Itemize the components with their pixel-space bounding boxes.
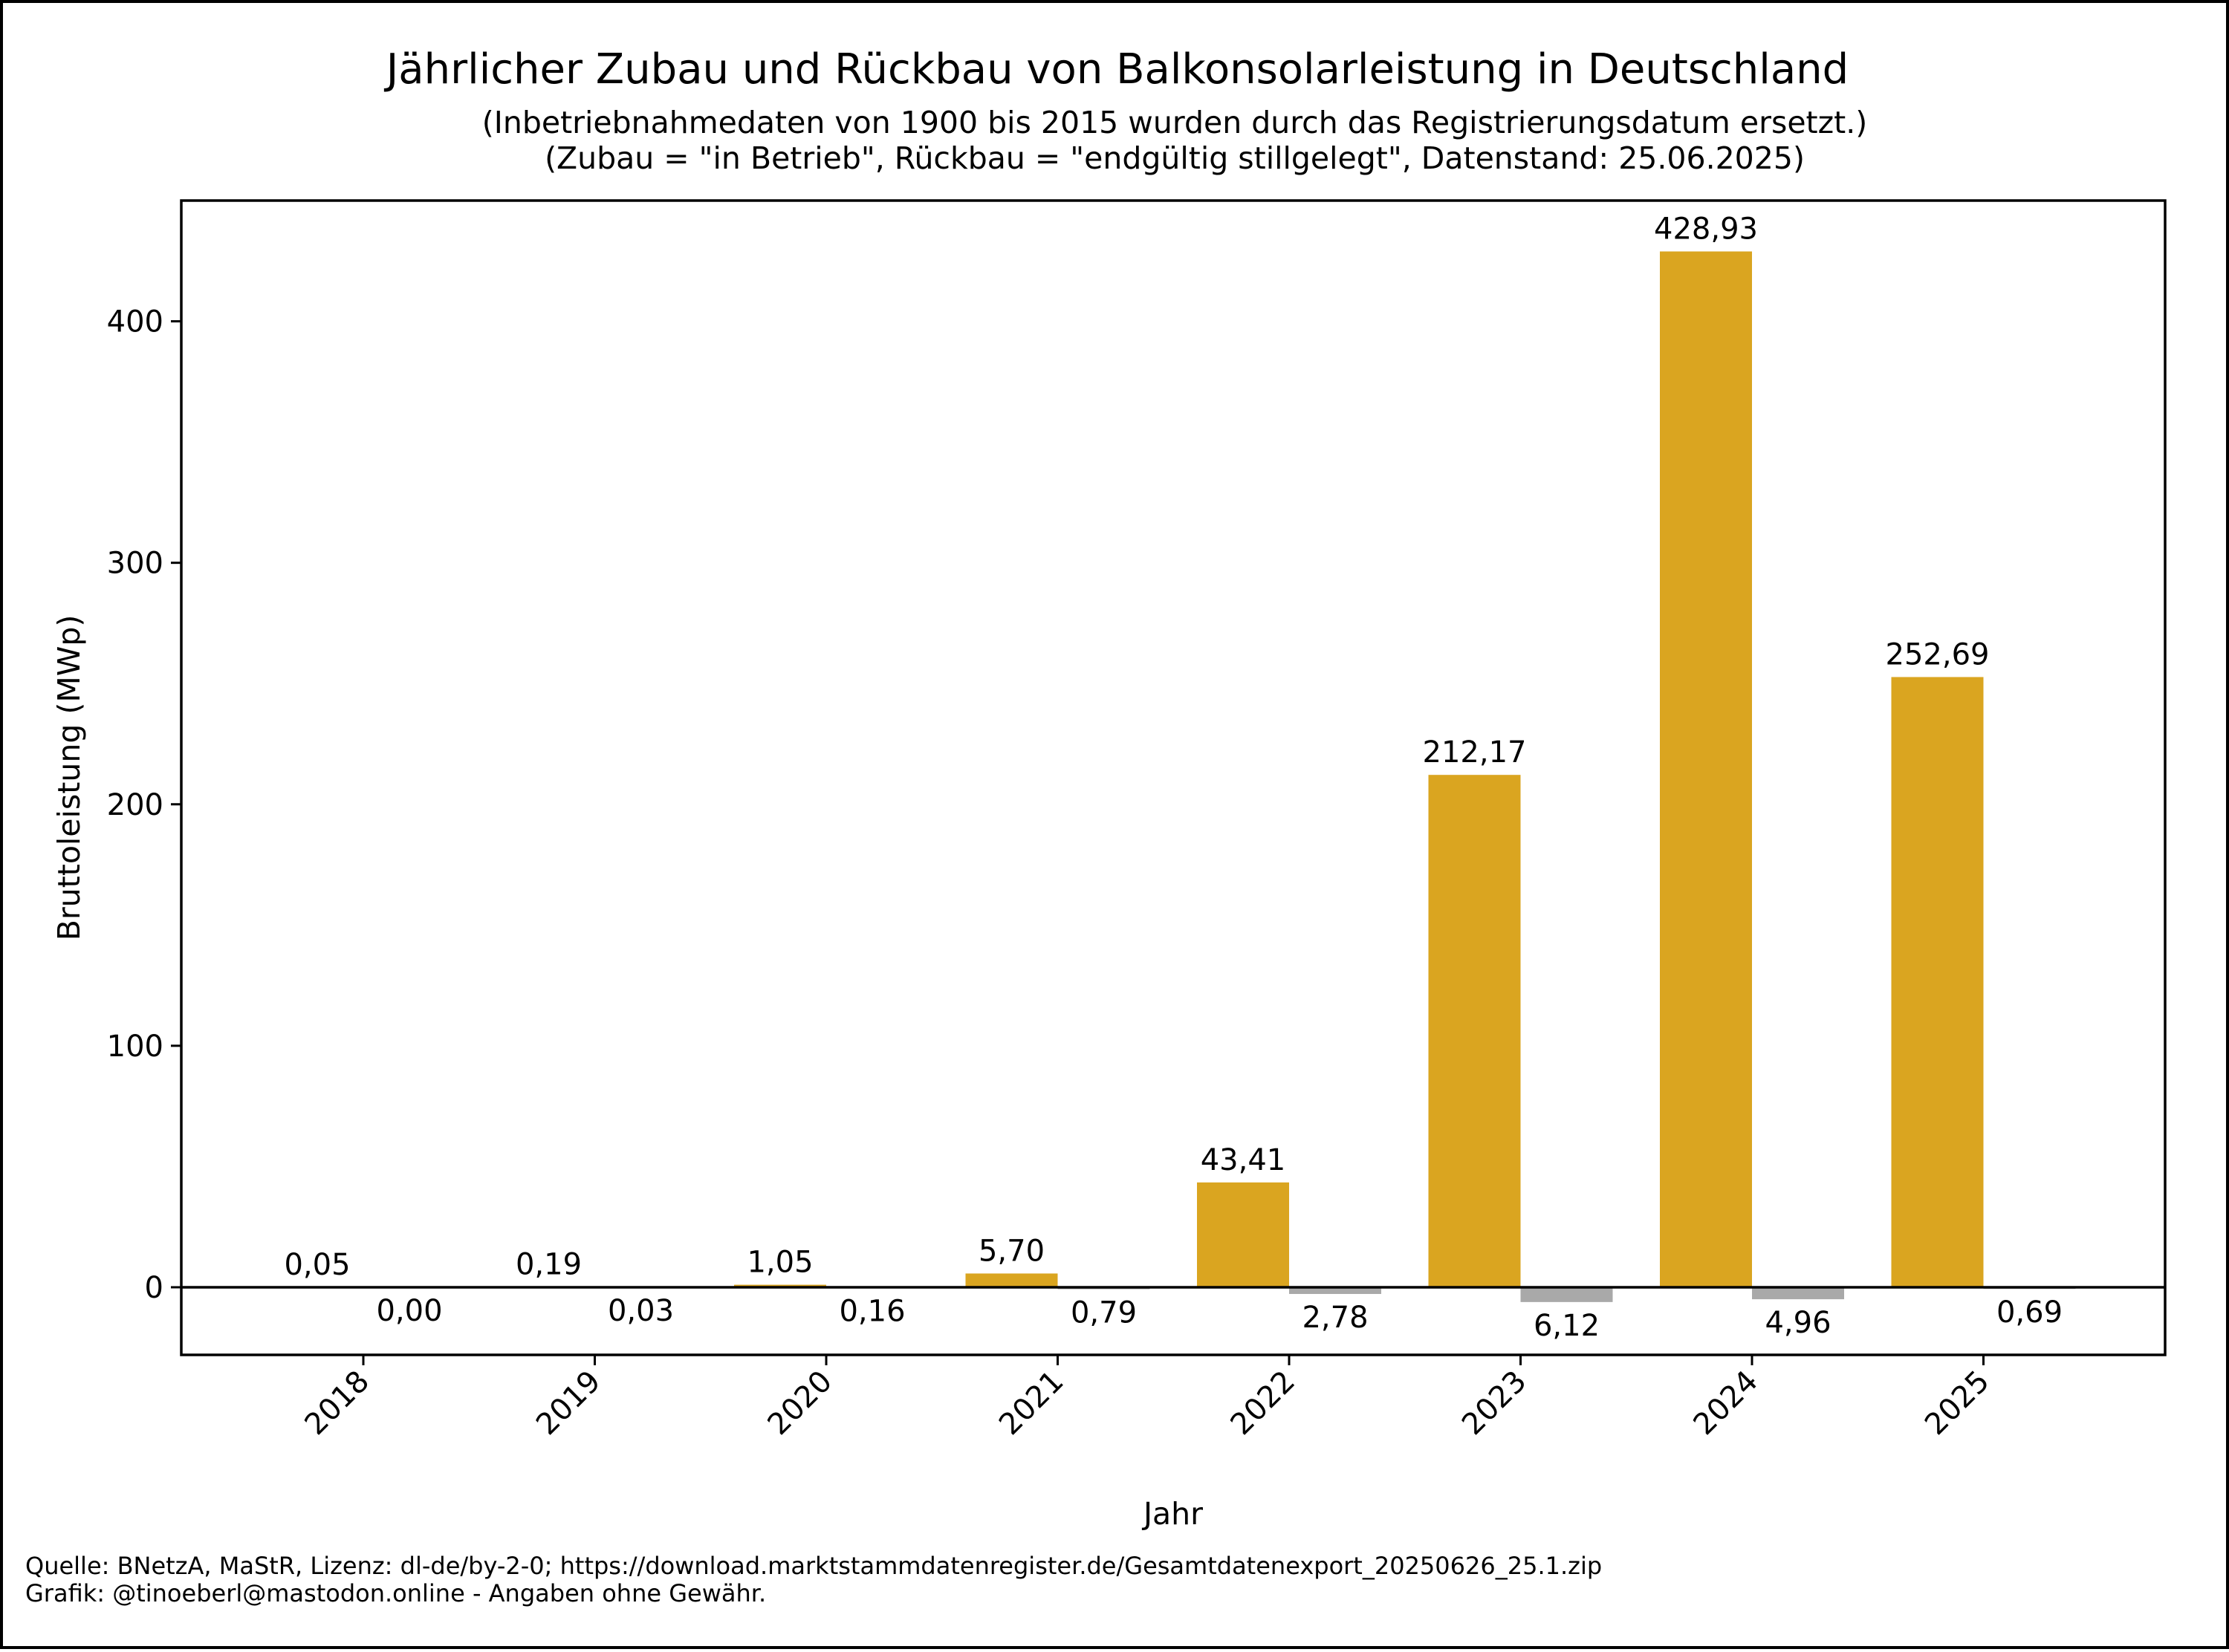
y-tick-label: 300 [107, 547, 163, 581]
x-tick-label: 2021 [993, 1365, 1071, 1443]
x-tick-label: 2018 [299, 1365, 377, 1443]
chart-title: Jährlicher Zubau und Rückbau von Balkons… [384, 45, 1849, 94]
data-label-rueckbau-2023: 6,12 [1534, 1309, 1600, 1343]
bar-zubau-2025 [1892, 677, 1984, 1287]
bar-zubau-2024 [1660, 251, 1752, 1287]
y-tick-label: 400 [107, 305, 163, 339]
data-label-rueckbau-2020: 0,16 [839, 1294, 905, 1328]
data-label-zubau-2020: 1,05 [747, 1246, 813, 1280]
credit-footnote: Grafik: @tinoeberl@mastodon.online - Ang… [25, 1579, 766, 1607]
x-tick-label: 2023 [1456, 1365, 1534, 1443]
x-tick-label: 2025 [1918, 1365, 1996, 1443]
x-tick-label: 2019 [530, 1365, 608, 1443]
y-tick-label: 200 [107, 788, 163, 822]
x-axis: 2018 2019 2020 2021 2022 2023 2024 2025 [299, 1355, 1996, 1442]
bar-rueckbau-2024 [1752, 1287, 1844, 1299]
data-label-rueckbau-2021: 0,79 [1071, 1296, 1137, 1330]
bar-zubau-2021 [966, 1273, 1058, 1287]
source-footnote: Quelle: BNetzA, MaStR, Lizenz: dl-de/by-… [25, 1552, 1602, 1580]
chart-subtitle-line-2: (Zubau = "in Betrieb", Rückbau = "endgül… [545, 140, 1805, 176]
data-label-zubau-2021: 5,70 [979, 1234, 1045, 1268]
x-axis-label: Jahr [1141, 1496, 1203, 1532]
y-axis-label: Bruttoleistung (MWp) [51, 615, 87, 941]
chart-subtitle-line-1: (Inbetriebnahmedaten von 1900 bis 2015 w… [482, 105, 1868, 140]
data-label-rueckbau-2022: 2,78 [1302, 1301, 1368, 1335]
plot-area-frame [181, 201, 2165, 1355]
data-label-rueckbau-2024: 4,96 [1765, 1306, 1831, 1340]
x-tick-label: 2020 [762, 1365, 840, 1443]
data-label-zubau-2018: 0,05 [284, 1248, 350, 1282]
bar-rueckbau-2023 [1521, 1287, 1613, 1302]
data-label-zubau-2022: 43,41 [1201, 1143, 1286, 1177]
y-axis: 0 100 200 300 400 [107, 305, 181, 1305]
data-label-zubau-2025: 252,69 [1886, 637, 1990, 671]
bar-zubau-2022 [1197, 1183, 1289, 1287]
x-tick-label: 2022 [1224, 1365, 1302, 1443]
data-label-rueckbau-2019: 0,03 [608, 1294, 674, 1328]
bar-chart: Jährlicher Zubau und Rückbau von Balkons… [3, 3, 2229, 1652]
y-tick-label: 0 [145, 1271, 163, 1305]
data-labels-group: 0,05 0,00 0,19 0,03 1,05 0,16 5,70 0,79 43,41 2,7… [284, 212, 2063, 1342]
bar-zubau-2023 [1429, 775, 1521, 1287]
y-tick-label: 100 [107, 1030, 163, 1064]
data-label-zubau-2023: 212,17 [1423, 735, 1527, 770]
data-label-rueckbau-2025: 0,69 [1996, 1295, 2063, 1330]
data-label-zubau-2019: 0,19 [516, 1247, 582, 1281]
data-label-rueckbau-2018: 0,00 [376, 1294, 442, 1328]
bars-group [271, 251, 2076, 1301]
x-tick-label: 2024 [1687, 1365, 1765, 1443]
data-label-zubau-2024: 428,93 [1654, 212, 1758, 246]
